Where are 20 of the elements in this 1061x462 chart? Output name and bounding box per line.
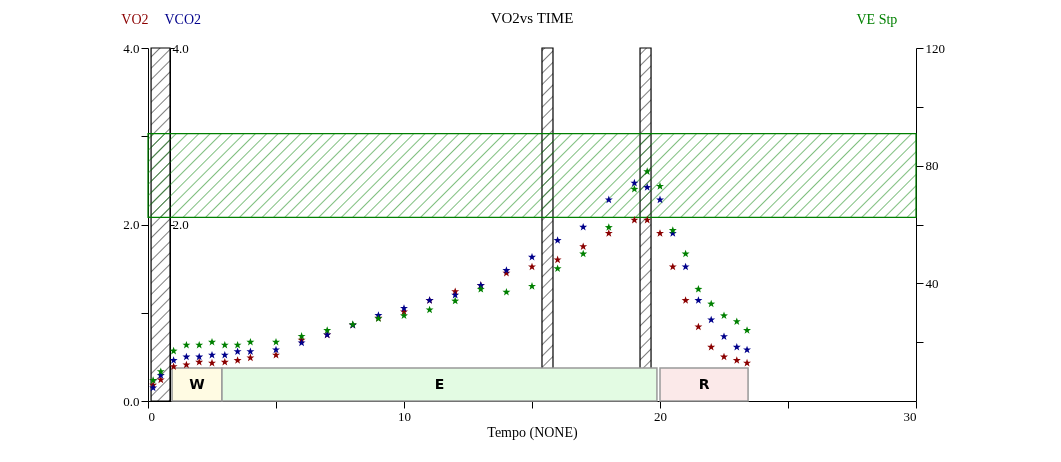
x-tick-label: 10 [398,408,411,424]
y-tick-label: 0.0 [123,393,140,409]
y2-tick-label: 80 [925,158,939,174]
x-tick-label: 30 [903,408,917,424]
band-label: E [434,376,445,392]
chart-title: VO2vs TIME [490,10,574,26]
x-tick-label: 20 [654,408,667,424]
x-tick-label: 0 [148,408,155,424]
y3-tick-label: 4.0 [172,40,189,56]
text: VE Stp [856,11,898,27]
x-axis-title: Tempo (NONE) [487,424,579,441]
text: VO2 [121,11,149,27]
y3-tick-label: 2.0 [172,217,189,232]
y-tick-label: 2.0 [123,217,140,232]
y2-tick-label: 40 [925,275,939,291]
band-label: W [189,376,205,392]
y-tick-label: 4.0 [123,40,140,56]
y2-tick-label: 120 [925,40,945,56]
text: VCO2 [164,11,202,27]
band-label: R [698,376,710,392]
